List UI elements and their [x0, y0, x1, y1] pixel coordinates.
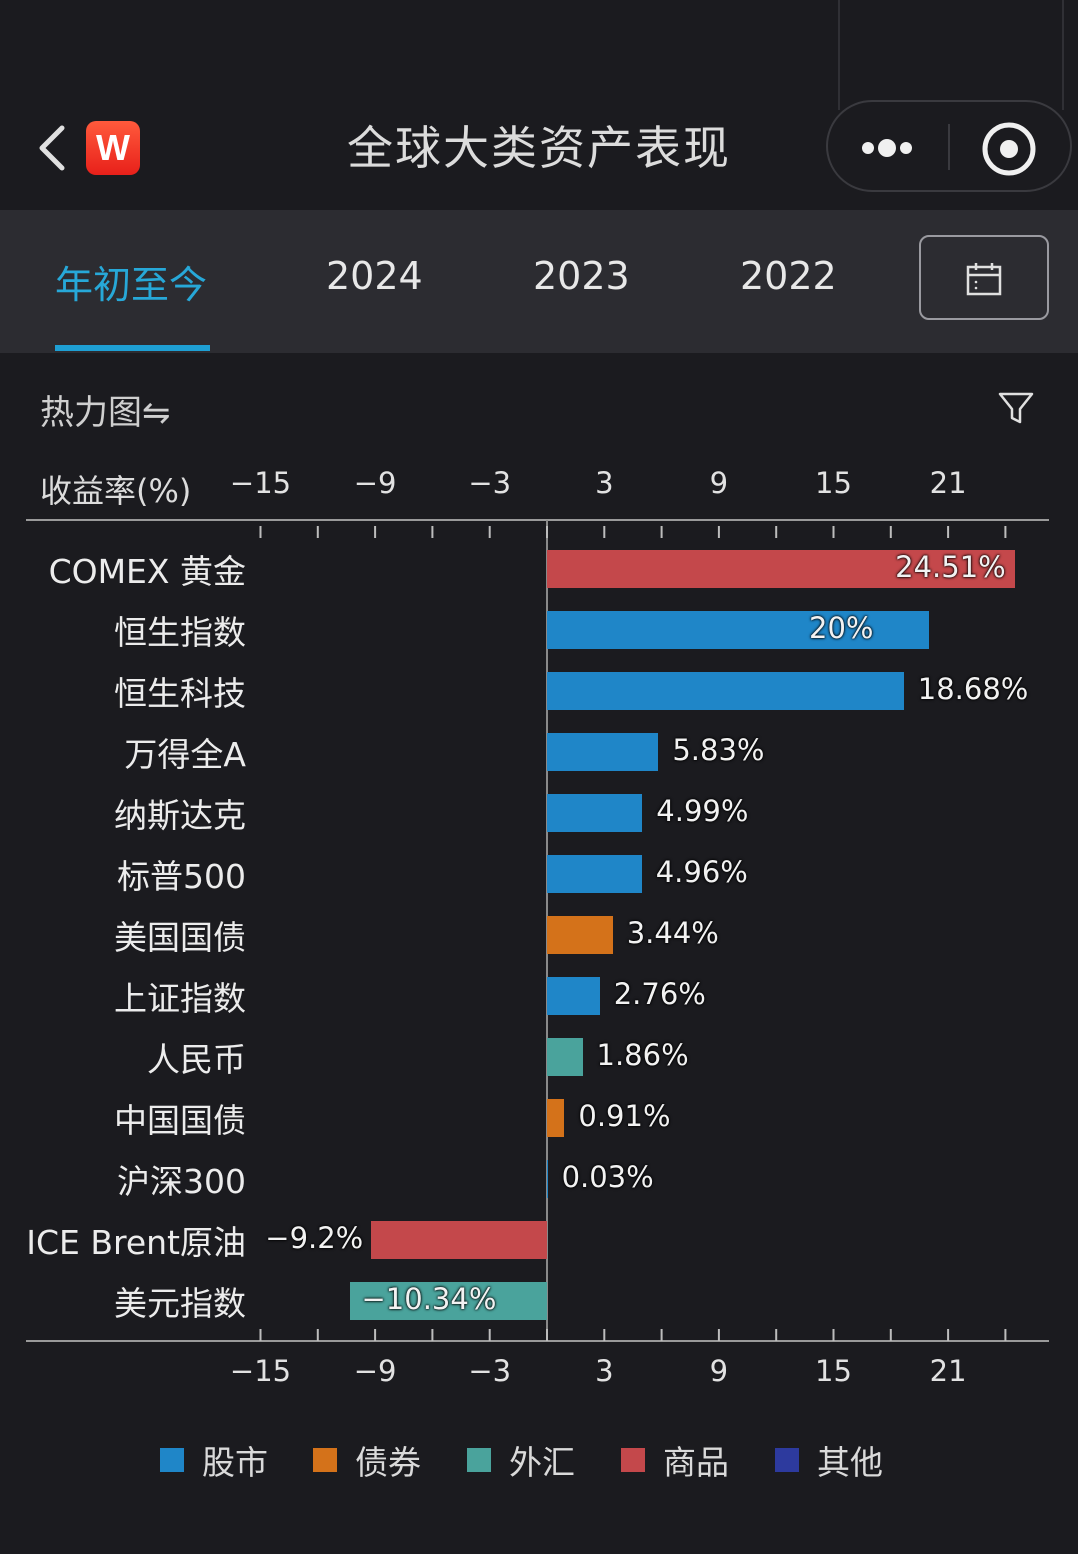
bar[interactable] [547, 672, 904, 710]
category-label: ICE Brent原油 [26, 1223, 246, 1262]
calendar-button[interactable] [919, 235, 1049, 320]
bar[interactable] [349, 1282, 547, 1320]
legend-item[interactable]: 其他 [775, 1436, 883, 1484]
category-label: 沪深300 [117, 1162, 246, 1201]
tab-2022[interactable]: 2022 [740, 254, 837, 298]
bar[interactable] [547, 855, 642, 893]
mini-program-capsule [826, 100, 1072, 192]
y-axis-label: 收益率(%) [40, 472, 192, 510]
capsule-divider [948, 124, 950, 170]
top-x-tick-label: 21 [929, 466, 967, 500]
top-x-tick-label: 9 [709, 466, 729, 500]
top-x-tick-label: −9 [353, 466, 397, 500]
bar[interactable] [547, 977, 600, 1015]
category-label: 人民币 [147, 1040, 246, 1079]
legend-label: 商品 [663, 1443, 729, 1482]
bar-value-label: 4.96% [655, 855, 748, 889]
bar-value-label: 3.44% [626, 916, 719, 950]
bottom-x-tick-label: 21 [929, 1354, 967, 1388]
back-arrow-icon[interactable] [30, 118, 80, 178]
legend-item[interactable]: 债券 [313, 1436, 421, 1484]
bar[interactable] [547, 1160, 548, 1198]
legend-label: 外汇 [509, 1443, 575, 1482]
calendar-icon [966, 263, 1002, 296]
bar[interactable] [547, 916, 613, 954]
legend-label: 股市 [202, 1443, 268, 1482]
bar[interactable] [547, 1099, 565, 1137]
bottom-x-tick-label: −15 [229, 1354, 292, 1388]
category-label: 美国国债 [114, 918, 246, 957]
category-label: 美元指数 [114, 1284, 246, 1323]
legend-label: 其他 [817, 1443, 883, 1482]
close-miniprogram-icon[interactable] [980, 120, 1038, 178]
active-tab-indicator [55, 345, 210, 351]
wind-logo-icon: W [86, 121, 140, 175]
bottom-x-tick-label: 3 [595, 1354, 614, 1388]
category-label: COMEX 黄金 [48, 552, 246, 591]
app-header: W 全球大类资产表现 [0, 0, 1078, 210]
bar[interactable] [547, 550, 1016, 588]
legend-swatch [160, 1448, 184, 1472]
bottom-x-tick-label: 9 [709, 1354, 729, 1388]
bar-value-label: 5.83% [672, 733, 765, 767]
bar-value-label: 0.03% [561, 1160, 654, 1194]
bar[interactable] [547, 1038, 583, 1076]
bar[interactable] [547, 733, 659, 771]
bar[interactable] [371, 1221, 547, 1259]
tab-2024[interactable]: 2024 [326, 254, 423, 298]
bar-value-label: 1.86% [596, 1038, 689, 1072]
bar-value-label: 20% [809, 611, 874, 645]
legend-swatch [467, 1448, 491, 1472]
category-label: 上证指数 [114, 979, 246, 1018]
bar[interactable] [547, 611, 929, 649]
bar-value-label: 18.68% [917, 672, 1029, 706]
bar-value-label: −10.34% [361, 1282, 497, 1316]
page-title: 全球大类资产表现 [347, 121, 731, 175]
legend-item[interactable]: 商品 [621, 1436, 729, 1484]
tab-2023[interactable]: 2023 [533, 254, 630, 298]
capsule-outline [838, 0, 1064, 110]
top-x-tick-label: 3 [595, 466, 614, 500]
bar-value-label: 2.76% [613, 977, 706, 1011]
category-label: 恒生指数 [114, 613, 246, 652]
period-tabs: 年初至今 2024 2023 2022 [0, 210, 1078, 353]
filter-icon[interactable] [996, 388, 1036, 428]
legend-swatch [313, 1448, 337, 1472]
category-label: 万得全A [124, 735, 246, 774]
legend-item[interactable]: 股市 [160, 1436, 268, 1484]
category-label: 纳斯达克 [114, 796, 246, 835]
bar-value-label: −9.2% [265, 1221, 364, 1255]
more-options-icon[interactable] [852, 126, 924, 170]
bar-value-label: 0.91% [578, 1099, 671, 1133]
bottom-x-tick-label: 15 [815, 1354, 852, 1388]
category-label: 中国国债 [114, 1101, 246, 1140]
tab-ytd[interactable]: 年初至今 [55, 263, 208, 307]
legend-swatch [775, 1448, 799, 1472]
top-x-tick-label: 15 [815, 466, 852, 500]
top-x-tick-label: −15 [229, 466, 292, 500]
section-title: 热力图⇋ [40, 393, 171, 433]
bar[interactable] [547, 794, 643, 832]
top-x-tick-label: −3 [468, 466, 512, 500]
bar-value-label: 4.99% [656, 794, 749, 828]
bottom-x-tick-label: −9 [353, 1354, 397, 1388]
bottom-x-tick-label: −3 [468, 1354, 512, 1388]
category-label: 恒生科技 [114, 674, 246, 713]
legend-item[interactable]: 外汇 [467, 1436, 575, 1484]
category-label: 标普500 [117, 857, 246, 896]
legend-label: 债券 [355, 1443, 421, 1482]
legend-swatch [621, 1448, 645, 1472]
chart-legend: 股市 债券 外汇 商品 其他 [0, 1436, 1078, 1486]
bar-value-label: 24.51% [895, 550, 1006, 584]
